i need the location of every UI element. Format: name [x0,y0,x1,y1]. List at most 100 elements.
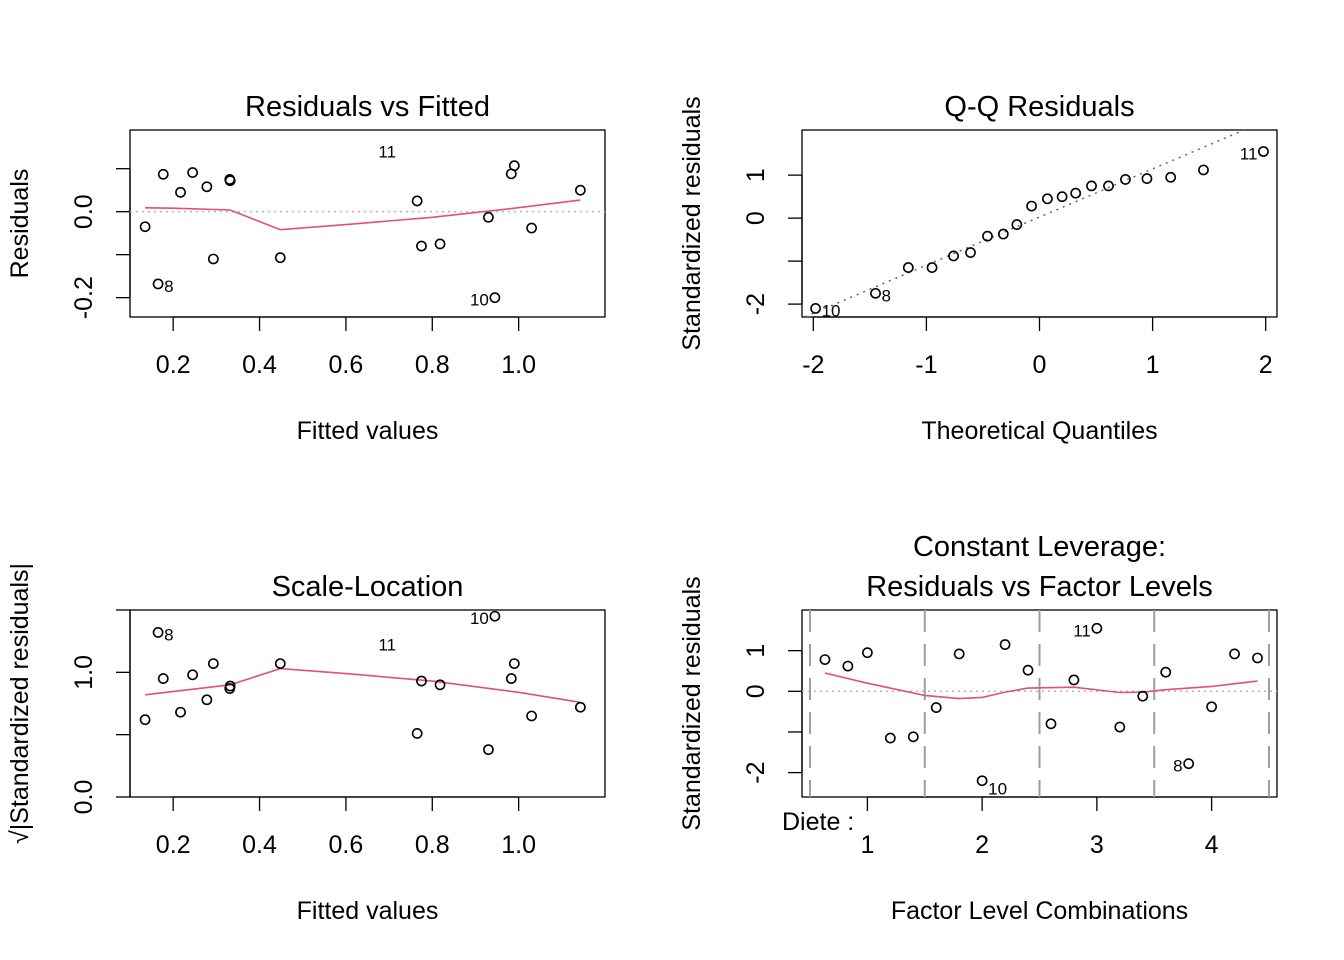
y-tick-label: 0 [742,211,770,225]
data-point [1229,648,1240,660]
plot-title: Residuals vs Factor Levels [866,571,1213,603]
outlier-label: 8 [164,277,173,296]
data-point [505,673,517,684]
data-point [1045,718,1057,730]
plot-title: Scale-Location [272,571,464,603]
data-point [152,278,164,290]
data-point [1160,666,1172,678]
data-point [175,706,186,718]
x-axis: 0.2 0.4 0.6 0.8 1.0 [156,796,536,859]
x-tick-label: 1 [860,831,874,859]
data-point [139,714,151,726]
plot-frame [129,129,606,318]
y-axis: 0.0 1.0 [70,609,131,814]
data-point [1011,219,1023,230]
y-tick-label: -0.2 [70,276,98,319]
x-tick-label: 4 [1205,831,1219,859]
x-tick-label: 0.2 [156,351,191,379]
data-point [1103,180,1114,192]
data-point [976,775,988,787]
smoother-line [145,667,581,704]
data-point [884,732,896,744]
data-point [1198,164,1209,176]
panel-rvl: Constant Leverage: Residuals vs Factor Le… [678,531,1278,925]
y-axis-label: Residuals [6,169,34,279]
y-tick-label: -2 [742,761,770,783]
y-axis: -2 0 1 [742,168,803,315]
x-tick-label: 0.2 [156,831,191,859]
x-tick-label: 0.6 [329,351,364,379]
data-point [902,262,914,273]
data-point [842,660,854,672]
data-point [948,250,959,262]
panel-qq: Q-Q Residuals Theoretical Quantiles Standa… [678,91,1278,445]
data-point [1068,674,1080,686]
y-tick-label: 1 [742,168,770,182]
x-axis-label: Theoretical Quantiles [921,417,1157,445]
data-point [187,167,199,178]
y-tick-label: -2 [742,293,770,315]
x-axis-label: Factor Level Combinations [891,897,1188,925]
outlier-label: 11 [1240,144,1258,163]
plot-frame [129,609,606,798]
data-point [139,221,151,233]
data-point [1056,191,1068,203]
qq-reference-line [802,130,1246,317]
outlier-label: 11 [1073,621,1091,640]
y-tick-label: 0.0 [70,194,98,229]
data-point [274,658,286,670]
outlier-label: 10 [470,291,489,310]
panel-sl: Scale-Location Fitted values √|Standardize… [6,563,606,925]
x-tick-label: 0.6 [329,831,364,859]
y-tick-label: 1.0 [70,655,98,690]
data-point [201,181,213,193]
data-point [1114,721,1126,733]
y-tick-label: 1 [742,644,770,658]
x-tick-label: 2 [975,831,989,859]
x-tick-label: 1 [1146,351,1160,379]
plot-title: Constant Leverage: [913,531,1166,563]
outlier-label: 10 [988,780,1007,799]
data-point [861,647,873,659]
factor-name-label: Diete : [782,808,854,836]
data-point [526,710,537,722]
data-point [411,195,423,207]
data-point [1252,652,1263,664]
data-point [926,262,938,273]
data-point [526,222,537,234]
data-point [907,731,919,743]
outlier-label: 10 [470,609,489,628]
x-tick-label: 0 [1033,351,1047,379]
data-point [434,238,446,250]
x-tick-label: 0.4 [242,831,277,859]
outlier-label: 8 [1173,757,1182,776]
data-point [187,669,199,681]
data-point [810,303,821,314]
data-point [207,658,219,670]
data-point [1070,187,1082,199]
data-point [157,673,169,684]
data-point [489,292,501,304]
x-tick-label: -1 [915,351,937,379]
outlier-label: 8 [164,625,173,644]
data-point [1141,173,1153,184]
data-point [930,702,942,713]
data-point [274,252,286,264]
data-point [1091,622,1103,634]
data-point [1086,180,1097,192]
x-axis: 1 2 3 4 [860,796,1219,859]
data-point [1165,171,1177,183]
data-point [1258,146,1269,157]
x-tick-label: 1.0 [501,831,536,859]
smoother-line [824,672,1258,700]
data-point [1022,664,1034,676]
data-point [201,694,213,706]
x-axis: -2 -1 0 1 2 [802,316,1273,379]
outlier-label: 11 [378,635,396,654]
data-point [999,639,1011,650]
data-point [1137,690,1149,702]
data-point [1206,701,1218,713]
data-point [819,654,831,665]
data-point [982,230,993,242]
